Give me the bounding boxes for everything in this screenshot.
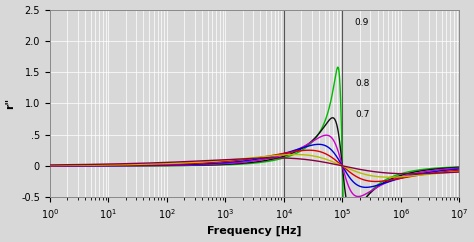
Text: 0.9: 0.9 [354,18,369,27]
Text: 0.8: 0.8 [356,79,370,88]
Y-axis label: r": r" [6,98,16,109]
Text: 0.7: 0.7 [356,110,370,119]
X-axis label: Frequency [Hz]: Frequency [Hz] [207,226,302,236]
